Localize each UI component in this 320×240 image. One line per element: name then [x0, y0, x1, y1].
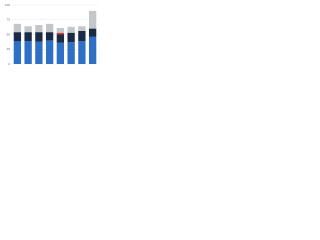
bar-segment	[24, 26, 32, 33]
bar-segment	[13, 32, 22, 41]
bar-segment	[88, 28, 97, 37]
bar-segment	[78, 40, 86, 64]
bar-segment	[88, 10, 97, 29]
bar-segment	[67, 26, 75, 33]
bar-segment	[45, 40, 54, 64]
bar-segment	[67, 42, 75, 64]
bar-segment	[56, 28, 65, 33]
bar-segment	[56, 34, 65, 43]
y-tick-label: 0	[8, 62, 10, 66]
bar-segment	[13, 40, 22, 64]
bar-segment	[78, 30, 86, 41]
bar-segment	[45, 32, 54, 41]
bar-segment	[56, 32, 65, 35]
bar-segment	[56, 42, 65, 64]
bar-segment	[35, 25, 43, 33]
y-tick-label: 100	[5, 3, 10, 7]
bar-segment	[24, 40, 32, 64]
bar-segment	[67, 32, 75, 43]
y-tick-label: 25	[7, 47, 11, 51]
bar-segment	[35, 32, 43, 42]
bar-segment	[88, 36, 97, 64]
bar-segment	[35, 41, 43, 64]
chart: 0 25 50 75 100	[5, 3, 98, 66]
bar-segment	[45, 23, 54, 33]
y-tick-label: 50	[7, 32, 11, 36]
bar-segment	[24, 32, 32, 41]
bar-segment	[78, 26, 86, 31]
y-tick-label: 75	[7, 18, 11, 22]
bar-segment	[13, 23, 22, 33]
